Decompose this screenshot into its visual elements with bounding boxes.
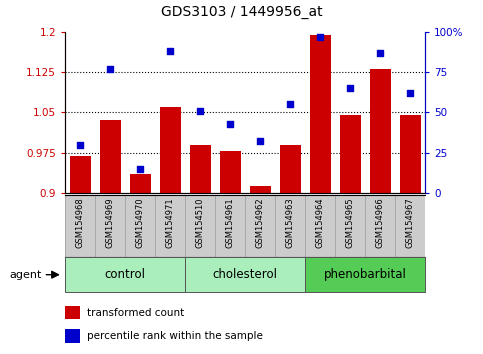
Text: GDS3103 / 1449956_at: GDS3103 / 1449956_at [161, 5, 322, 19]
Bar [340, 115, 361, 193]
Text: GSM154966: GSM154966 [376, 197, 384, 248]
Bar [160, 107, 181, 193]
Text: GSM154970: GSM154970 [136, 197, 145, 248]
Text: GSM154965: GSM154965 [345, 197, 355, 248]
Text: GSM154964: GSM154964 [315, 197, 325, 248]
Point [166, 48, 174, 54]
Text: GSM154963: GSM154963 [285, 197, 295, 248]
Text: GSM154969: GSM154969 [106, 197, 114, 248]
Point [106, 66, 114, 72]
Bar [280, 144, 300, 193]
Text: GSM154961: GSM154961 [226, 197, 235, 248]
Text: cholesterol: cholesterol [213, 268, 278, 281]
Text: phenobarbital: phenobarbital [324, 268, 407, 281]
Bar [305, 257, 425, 292]
Bar [65, 257, 185, 292]
Bar [185, 257, 305, 292]
Text: agent: agent [10, 270, 42, 280]
Point [376, 50, 384, 56]
Text: GSM154510: GSM154510 [196, 197, 205, 248]
Point [346, 85, 354, 91]
Bar [399, 115, 421, 193]
Text: control: control [105, 268, 146, 281]
Bar [190, 144, 211, 193]
Text: GSM154962: GSM154962 [256, 197, 265, 248]
Bar [369, 69, 391, 193]
Point [406, 90, 414, 96]
Text: GSM154968: GSM154968 [76, 197, 85, 248]
Text: transformed count: transformed count [87, 308, 184, 318]
Bar [310, 35, 330, 193]
Point [76, 142, 84, 147]
Bar [220, 151, 241, 193]
Point [136, 166, 144, 172]
Bar [70, 156, 91, 193]
Point [316, 34, 324, 40]
Text: GSM154967: GSM154967 [406, 197, 414, 248]
Bar [99, 120, 121, 193]
Bar [65, 329, 80, 343]
Text: GSM154971: GSM154971 [166, 197, 175, 248]
Text: percentile rank within the sample: percentile rank within the sample [87, 331, 263, 341]
Point [256, 138, 264, 144]
Bar [129, 174, 151, 193]
Point [226, 121, 234, 126]
Point [286, 102, 294, 107]
Bar [65, 306, 80, 319]
Bar [250, 186, 270, 193]
Point [196, 108, 204, 114]
